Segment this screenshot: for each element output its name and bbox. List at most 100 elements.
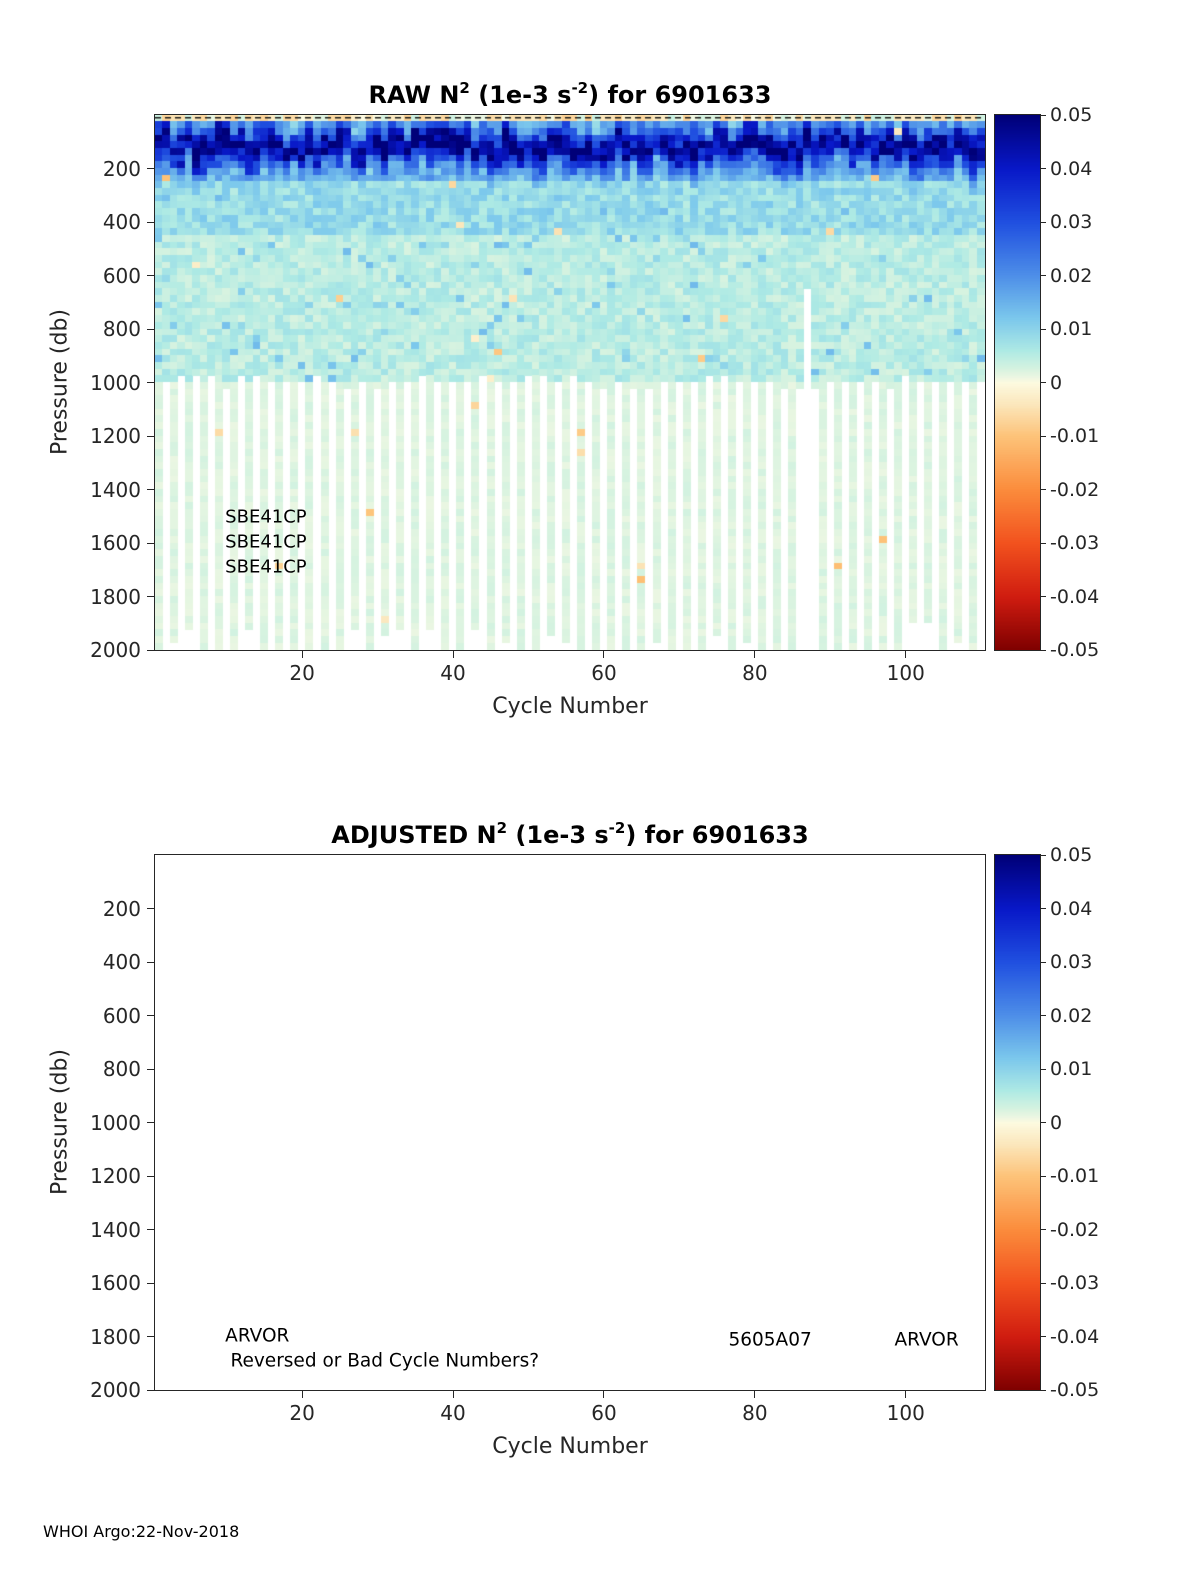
title-text: ADJUSTED N [331, 821, 497, 849]
colorbar-tick-label: 0.05 [1050, 844, 1093, 866]
colorbar-tick-mark [1041, 221, 1046, 223]
colorbar-tick-label: 0.03 [1050, 951, 1093, 973]
colorbar-tick-mark [1041, 489, 1046, 490]
annotation-text: SBE41CP [225, 531, 307, 553]
y-tick-label: 200 [102, 156, 141, 181]
title-text: (1e-3 s [507, 821, 609, 849]
y-tick-label: 1600 [90, 531, 141, 555]
colorbar-tick-label: 0.02 [1050, 264, 1093, 287]
colorbar-tick-mark [1041, 908, 1046, 909]
x-tick-mark [603, 1391, 605, 1398]
y-tick-mark [147, 489, 154, 490]
colorbar-tick-mark [1041, 1068, 1046, 1070]
adjusted-colorbar-canvas [995, 855, 1040, 1390]
colorbar-tick-label: -0.03 [1050, 1272, 1100, 1294]
colorbar-tick-label: 0.04 [1050, 157, 1093, 180]
title-text: ) for 6901633 [625, 821, 809, 849]
x-tick-mark [301, 651, 303, 658]
colorbar-tick-mark [1041, 382, 1046, 383]
colorbar-tick-label: 0.01 [1050, 318, 1093, 340]
raw-heatmap-canvas [155, 115, 985, 650]
adjusted-chart-title: ADJUSTED N2 (1e-3 s-2) for 6901633 [155, 819, 985, 849]
title-superscript: -2 [608, 819, 626, 837]
colorbar-tick-label: -0.02 [1050, 1218, 1100, 1241]
adjusted-y-axis-label: Pressure (db) [47, 1048, 73, 1196]
x-tick-label: 20 [289, 661, 315, 685]
colorbar-tick-mark [1041, 961, 1046, 963]
title-text: RAW N [368, 81, 460, 109]
raw-colorbar-frame [994, 114, 1041, 651]
colorbar-tick-mark [1041, 435, 1046, 437]
title-text: ) for 6901633 [588, 81, 772, 109]
annotation-text: 5605A07 [728, 1328, 812, 1350]
annotation-text: Reversed or Bad Cycle Numbers? [230, 1350, 540, 1372]
y-tick-mark [147, 1068, 154, 1070]
y-tick-label: 1600 [90, 1271, 141, 1295]
x-tick-label: 60 [591, 661, 617, 685]
colorbar-tick-label: -0.03 [1050, 532, 1100, 554]
colorbar-tick-mark [1041, 854, 1046, 856]
annotation-text: SBE41CP [225, 556, 307, 578]
colorbar-tick-mark [1041, 1175, 1046, 1177]
y-tick-label: 1200 [90, 424, 141, 448]
annotation-text: ARVOR [225, 1324, 290, 1346]
colorbar-tick-label: 0.04 [1050, 897, 1093, 920]
y-tick-label: 600 [102, 1003, 141, 1028]
y-tick-label: 1800 [90, 584, 141, 609]
y-tick-mark [147, 1175, 154, 1177]
y-tick-label: 400 [102, 210, 141, 234]
adjusted-colorbar-frame [994, 854, 1041, 1391]
x-tick-label: 80 [742, 1401, 768, 1425]
y-tick-label: 800 [102, 317, 141, 341]
colorbar-tick-mark [1041, 168, 1046, 169]
x-tick-mark [905, 651, 907, 658]
y-tick-label: 2000 [90, 638, 141, 662]
y-tick-label: 200 [102, 896, 141, 921]
colorbar-tick-mark [1041, 1336, 1046, 1337]
y-tick-mark [147, 1389, 154, 1391]
y-tick-mark [147, 435, 154, 437]
colorbar-tick-label: -0.01 [1050, 1165, 1100, 1187]
y-tick-mark [147, 1015, 154, 1016]
raw-x-axis-label: Cycle Number [492, 694, 648, 719]
colorbar-tick-label: 0.02 [1050, 1004, 1093, 1027]
x-tick-label: 20 [289, 1401, 315, 1425]
y-tick-mark [147, 1336, 154, 1337]
y-tick-mark [147, 542, 154, 544]
annotation-text: ARVOR [894, 1328, 959, 1350]
x-tick-mark [452, 651, 454, 658]
footer-credit: WHOI Argo:22-Nov-2018 [43, 1522, 240, 1541]
y-tick-mark [147, 596, 154, 597]
x-tick-mark [905, 1391, 907, 1398]
adjusted-plot-frame [154, 854, 986, 1391]
raw-chart-title: RAW N2 (1e-3 s-2) for 6901633 [155, 79, 985, 109]
y-tick-mark [147, 961, 154, 963]
colorbar-tick-mark [1041, 1282, 1046, 1284]
y-tick-label: 1400 [90, 477, 141, 502]
x-tick-mark [754, 651, 756, 658]
y-tick-mark [147, 1282, 154, 1284]
colorbar-tick-label: -0.04 [1050, 1325, 1100, 1348]
y-tick-mark [147, 275, 154, 276]
y-tick-label: 400 [102, 950, 141, 974]
x-tick-label: 100 [886, 1401, 925, 1425]
colorbar-tick-label: 0.01 [1050, 1058, 1093, 1080]
annotation-text: SBE41CP [225, 506, 307, 528]
x-tick-mark [603, 651, 605, 658]
colorbar-tick-label: -0.01 [1050, 425, 1100, 447]
title-superscript: 2 [496, 819, 508, 837]
y-tick-mark [147, 1229, 154, 1230]
y-tick-mark [147, 649, 154, 651]
colorbar-tick-label: -0.05 [1050, 1379, 1100, 1401]
adjusted-heatmap-canvas [155, 855, 985, 1390]
y-tick-mark [147, 221, 154, 223]
y-tick-label: 600 [102, 263, 141, 288]
colorbar-tick-label: -0.05 [1050, 639, 1100, 661]
y-tick-mark [147, 168, 154, 169]
colorbar-tick-label: 0.05 [1050, 104, 1093, 126]
y-tick-mark [147, 1122, 154, 1123]
colorbar-tick-label: 0 [1050, 1111, 1063, 1134]
colorbar-tick-mark [1041, 114, 1046, 116]
